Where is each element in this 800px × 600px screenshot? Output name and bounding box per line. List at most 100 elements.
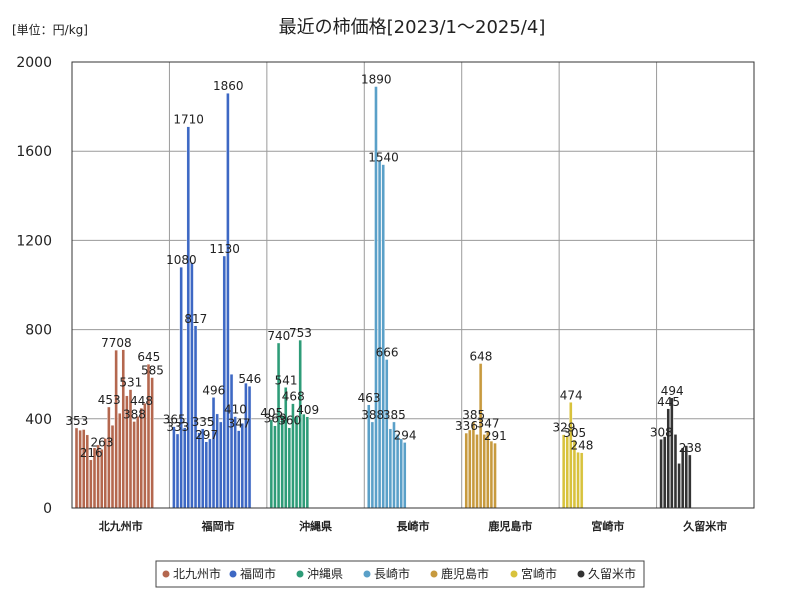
data-label: 388 [361,408,384,422]
data-label: 365 [163,413,186,427]
bar [493,442,497,509]
data-label: 666 [376,345,399,359]
data-label: 453 [98,393,121,407]
category-label: 福岡市 [201,519,235,533]
category-label: 沖縄県 [299,519,332,533]
bar [81,429,86,509]
bar [399,438,403,509]
legend-marker [430,570,438,578]
category-label: 長崎市 [397,519,430,533]
bar [305,416,310,509]
legend-entry: 福岡市 [240,566,276,581]
legend-entry: 長崎市 [374,566,410,581]
data-label: 216 [80,446,103,460]
bar [680,447,685,509]
y-tick-label: 0 [43,501,52,517]
data-label: 448 [130,394,153,408]
bar [482,434,486,509]
bar [237,430,241,509]
data-label: 333 [166,420,189,434]
bar [208,438,212,509]
data-label: 248 [570,439,593,453]
data-label: 263 [91,435,114,449]
bar [219,421,223,509]
series-2 [269,339,310,509]
bar [175,433,180,509]
legend-entry: 久留米市 [588,566,636,581]
bar [666,408,670,509]
data-label: 740 [267,329,290,343]
bar [659,439,663,509]
data-label: 335 [192,415,215,429]
data-label: 546 [238,372,261,386]
legend-marker [296,570,304,578]
category-label: 鹿児島市 [488,519,532,533]
data-label: 496 [202,383,225,397]
data-label: 410 [224,403,247,417]
bar [489,440,494,509]
bar [284,387,288,509]
bar [183,427,187,509]
series-1 [172,93,252,509]
y-tick-label: 1600 [16,144,52,160]
bar [197,432,201,509]
data-label: 463 [358,391,381,405]
bar [471,421,476,509]
bar [269,419,274,509]
bar [135,416,140,509]
data-label: 1130 [209,242,240,256]
series-4 [464,363,497,509]
bar [287,427,292,509]
data-label: 445 [657,395,680,409]
bar [388,428,393,509]
bar [240,423,245,509]
category-label: 宮崎市 [591,519,624,533]
bar [403,442,407,509]
data-label: 360 [278,414,301,428]
series-0 [74,349,154,509]
bar [146,363,151,509]
bar [121,349,126,509]
data-label: 753 [289,326,312,340]
bar [302,413,306,509]
data-label: 409 [296,403,319,417]
data-label: 238 [679,441,702,455]
data-label: 474 [560,388,583,402]
legend-entry: 沖縄県 [307,566,343,581]
data-label: 468 [282,390,305,404]
legend-entry: 宮崎市 [521,566,557,581]
chart-title: 最近の柿価格[2023/1〜2025/4] [279,17,546,38]
legend-marker [229,570,237,578]
unit-label: [単位：円/kg] [12,22,88,37]
bar [117,413,122,509]
data-label: 531 [119,376,142,390]
bar [204,441,209,509]
bar [78,429,82,509]
data-label: 297 [195,428,218,442]
bar [381,164,385,509]
data-label: 347 [228,417,251,431]
data-label: 291 [484,429,507,443]
data-label: 347 [477,417,500,431]
bar [89,459,93,509]
data-label: 329 [552,421,575,435]
data-label: 388 [123,407,146,421]
legend-entry: 鹿児島市 [441,566,489,581]
data-label: 385 [462,408,485,422]
data-label: 541 [275,373,298,387]
bar [670,397,674,509]
data-labels: 3532162634537708531388448645585365333108… [65,73,701,460]
bar [395,434,400,509]
data-label: 1860 [213,79,244,93]
category-labels: 北九州市 福岡市 沖縄県 長崎市 鹿児島市 宮崎市 久留米市 [99,519,728,533]
bar [576,452,580,509]
bar [475,434,479,509]
series-5 [561,402,584,509]
bar [190,262,194,509]
y-tick-label: 800 [25,323,52,339]
bar [468,429,472,509]
legend-marker [162,570,170,578]
bar [569,402,573,509]
data-label: 7708 [101,336,132,350]
y-axis: 0 400 800 1200 1600 2000 [16,55,52,517]
